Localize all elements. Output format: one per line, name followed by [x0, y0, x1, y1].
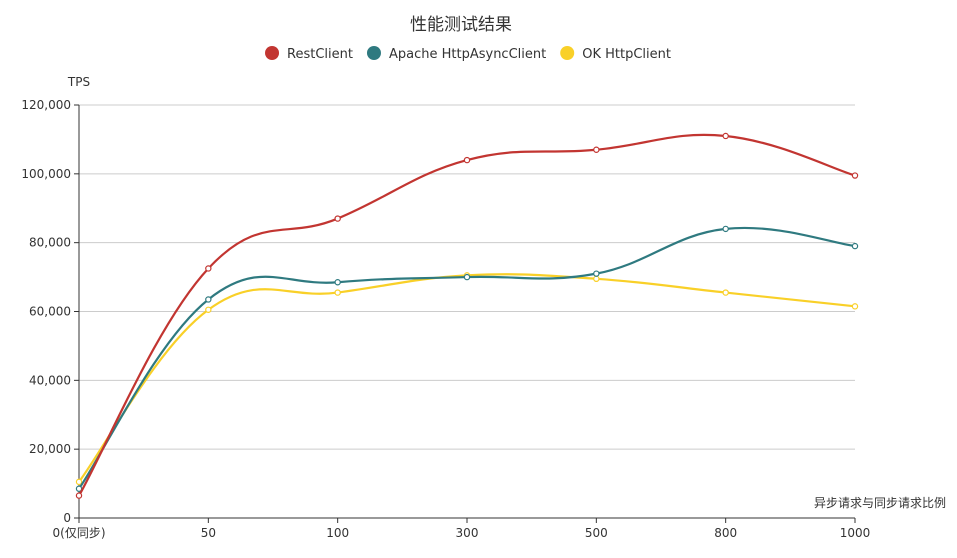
- data-point-restclient[interactable]: [463, 156, 471, 164]
- legend-item-apache-httpasyncclient[interactable]: Apache HttpAsyncClient: [366, 46, 546, 62]
- series-group: [75, 132, 859, 499]
- legend-label: RestClient: [287, 47, 353, 62]
- data-point-ok-httpclient[interactable]: [334, 289, 341, 296]
- y-axis-label: TPS: [67, 75, 90, 89]
- data-point-apache-httpasyncclient[interactable]: [334, 279, 341, 286]
- legend-item-restclient[interactable]: RestClient: [265, 46, 353, 62]
- x-tick-label: 0(仅同步): [53, 526, 106, 540]
- axes: 0 20,000 40,000 60,000 80,000 100,000 120,000 0…: [21, 98, 870, 540]
- data-point-apache-httpasyncclient[interactable]: [851, 242, 859, 250]
- data-point-ok-httpclient[interactable]: [75, 478, 83, 486]
- x-tick-label: 100: [326, 526, 349, 540]
- y-tick-label: 0: [63, 511, 71, 525]
- x-axis-label: 异步请求与同步请求比例: [814, 496, 946, 510]
- data-point-apache-httpasyncclient[interactable]: [205, 296, 212, 303]
- y-tick-label: 100,000: [21, 167, 71, 181]
- legend-label: Apache HttpAsyncClient: [389, 47, 546, 62]
- legend-marker: [560, 46, 575, 60]
- x-tick-label: 1000: [840, 526, 871, 540]
- data-point-restclient[interactable]: [593, 146, 600, 153]
- legend-marker: [265, 46, 280, 60]
- y-tick-label: 40,000: [29, 373, 71, 387]
- data-point-restclient[interactable]: [205, 265, 212, 272]
- x-tick-label: 500: [585, 526, 608, 540]
- data-point-apache-httpasyncclient[interactable]: [463, 273, 471, 281]
- y-tick-label: 120,000: [21, 98, 71, 112]
- data-point-restclient[interactable]: [722, 132, 729, 140]
- data-point-ok-httpclient[interactable]: [851, 303, 859, 310]
- series-line-ok-httpclient: [78, 273, 856, 483]
- legend-item-ok-httpclient[interactable]: OK HttpClient: [560, 46, 671, 62]
- chart-title: 性能测试结果: [410, 15, 512, 35]
- series-line-restclient: [78, 133, 856, 497]
- data-point-apache-httpasyncclient[interactable]: [722, 225, 729, 233]
- y-tick-label: 80,000: [29, 236, 71, 250]
- x-tick-label: 300: [456, 526, 479, 540]
- data-point-ok-httpclient[interactable]: [722, 289, 729, 296]
- y-tick-label: 60,000: [29, 305, 71, 319]
- x-tick-label: 800: [714, 526, 737, 540]
- y-tick-label: 20,000: [29, 442, 71, 456]
- data-point-restclient[interactable]: [334, 215, 341, 222]
- data-point-ok-httpclient[interactable]: [205, 306, 212, 313]
- legend-marker: [366, 46, 381, 60]
- legend-label: OK HttpClient: [582, 47, 671, 62]
- data-point-apache-httpasyncclient[interactable]: [593, 270, 600, 277]
- x-tick-label: 50: [201, 526, 216, 540]
- data-point-restclient[interactable]: [851, 172, 859, 179]
- legend[interactable]: RestClient Apache HttpAsyncClient OK HttpC…: [265, 46, 671, 62]
- data-point-ok-httpclient[interactable]: [593, 275, 600, 283]
- data-point-restclient[interactable]: [75, 492, 83, 499]
